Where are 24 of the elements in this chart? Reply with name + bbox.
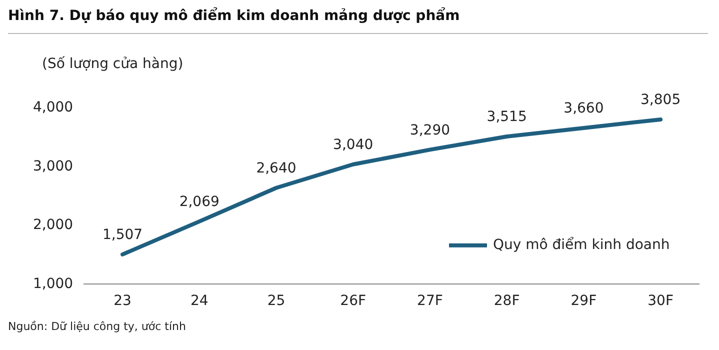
y-tick-label: 4,000 [32, 100, 74, 116]
data-label: 3,515 [486, 109, 527, 126]
x-tick-label: 23 [114, 293, 132, 310]
y-axis-title: (Số lượng cửa hàng) [42, 56, 184, 72]
data-label: 2,640 [256, 160, 296, 177]
legend-label: Quy mô điểm kinh doanh [493, 236, 670, 254]
data-label: 2,069 [179, 194, 220, 210]
chart-title: Hình 7. Dự báo quy mô điểm kim doanh mảng dược phẩm [8, 8, 460, 24]
x-tick-label: 29F [570, 293, 597, 310]
x-tick-label: 26F [340, 293, 366, 310]
data-label: 3,805 [640, 92, 681, 108]
x-tick-label: 24 [190, 293, 208, 310]
x-tick-label: 28F [494, 293, 520, 310]
y-tick-label: 1,000 [32, 276, 74, 292]
data-label: 3,290 [410, 122, 450, 138]
y-tick-label: 2,000 [32, 217, 74, 234]
data-label: 3,660 [564, 100, 604, 117]
x-tick-label: 30F [648, 293, 674, 310]
x-tick-label: 27F [417, 293, 443, 310]
data-label: 1,507 [102, 227, 143, 244]
y-tick-label: 3,000 [32, 158, 74, 174]
data-label: 3,040 [333, 137, 374, 154]
x-tick-label: 25 [267, 293, 286, 310]
text: Nguồn: Dữ liệu công ty, ước tính [8, 320, 186, 333]
